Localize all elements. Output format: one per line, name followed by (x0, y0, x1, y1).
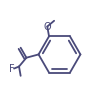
Text: O: O (43, 22, 51, 32)
Text: F: F (9, 64, 14, 74)
